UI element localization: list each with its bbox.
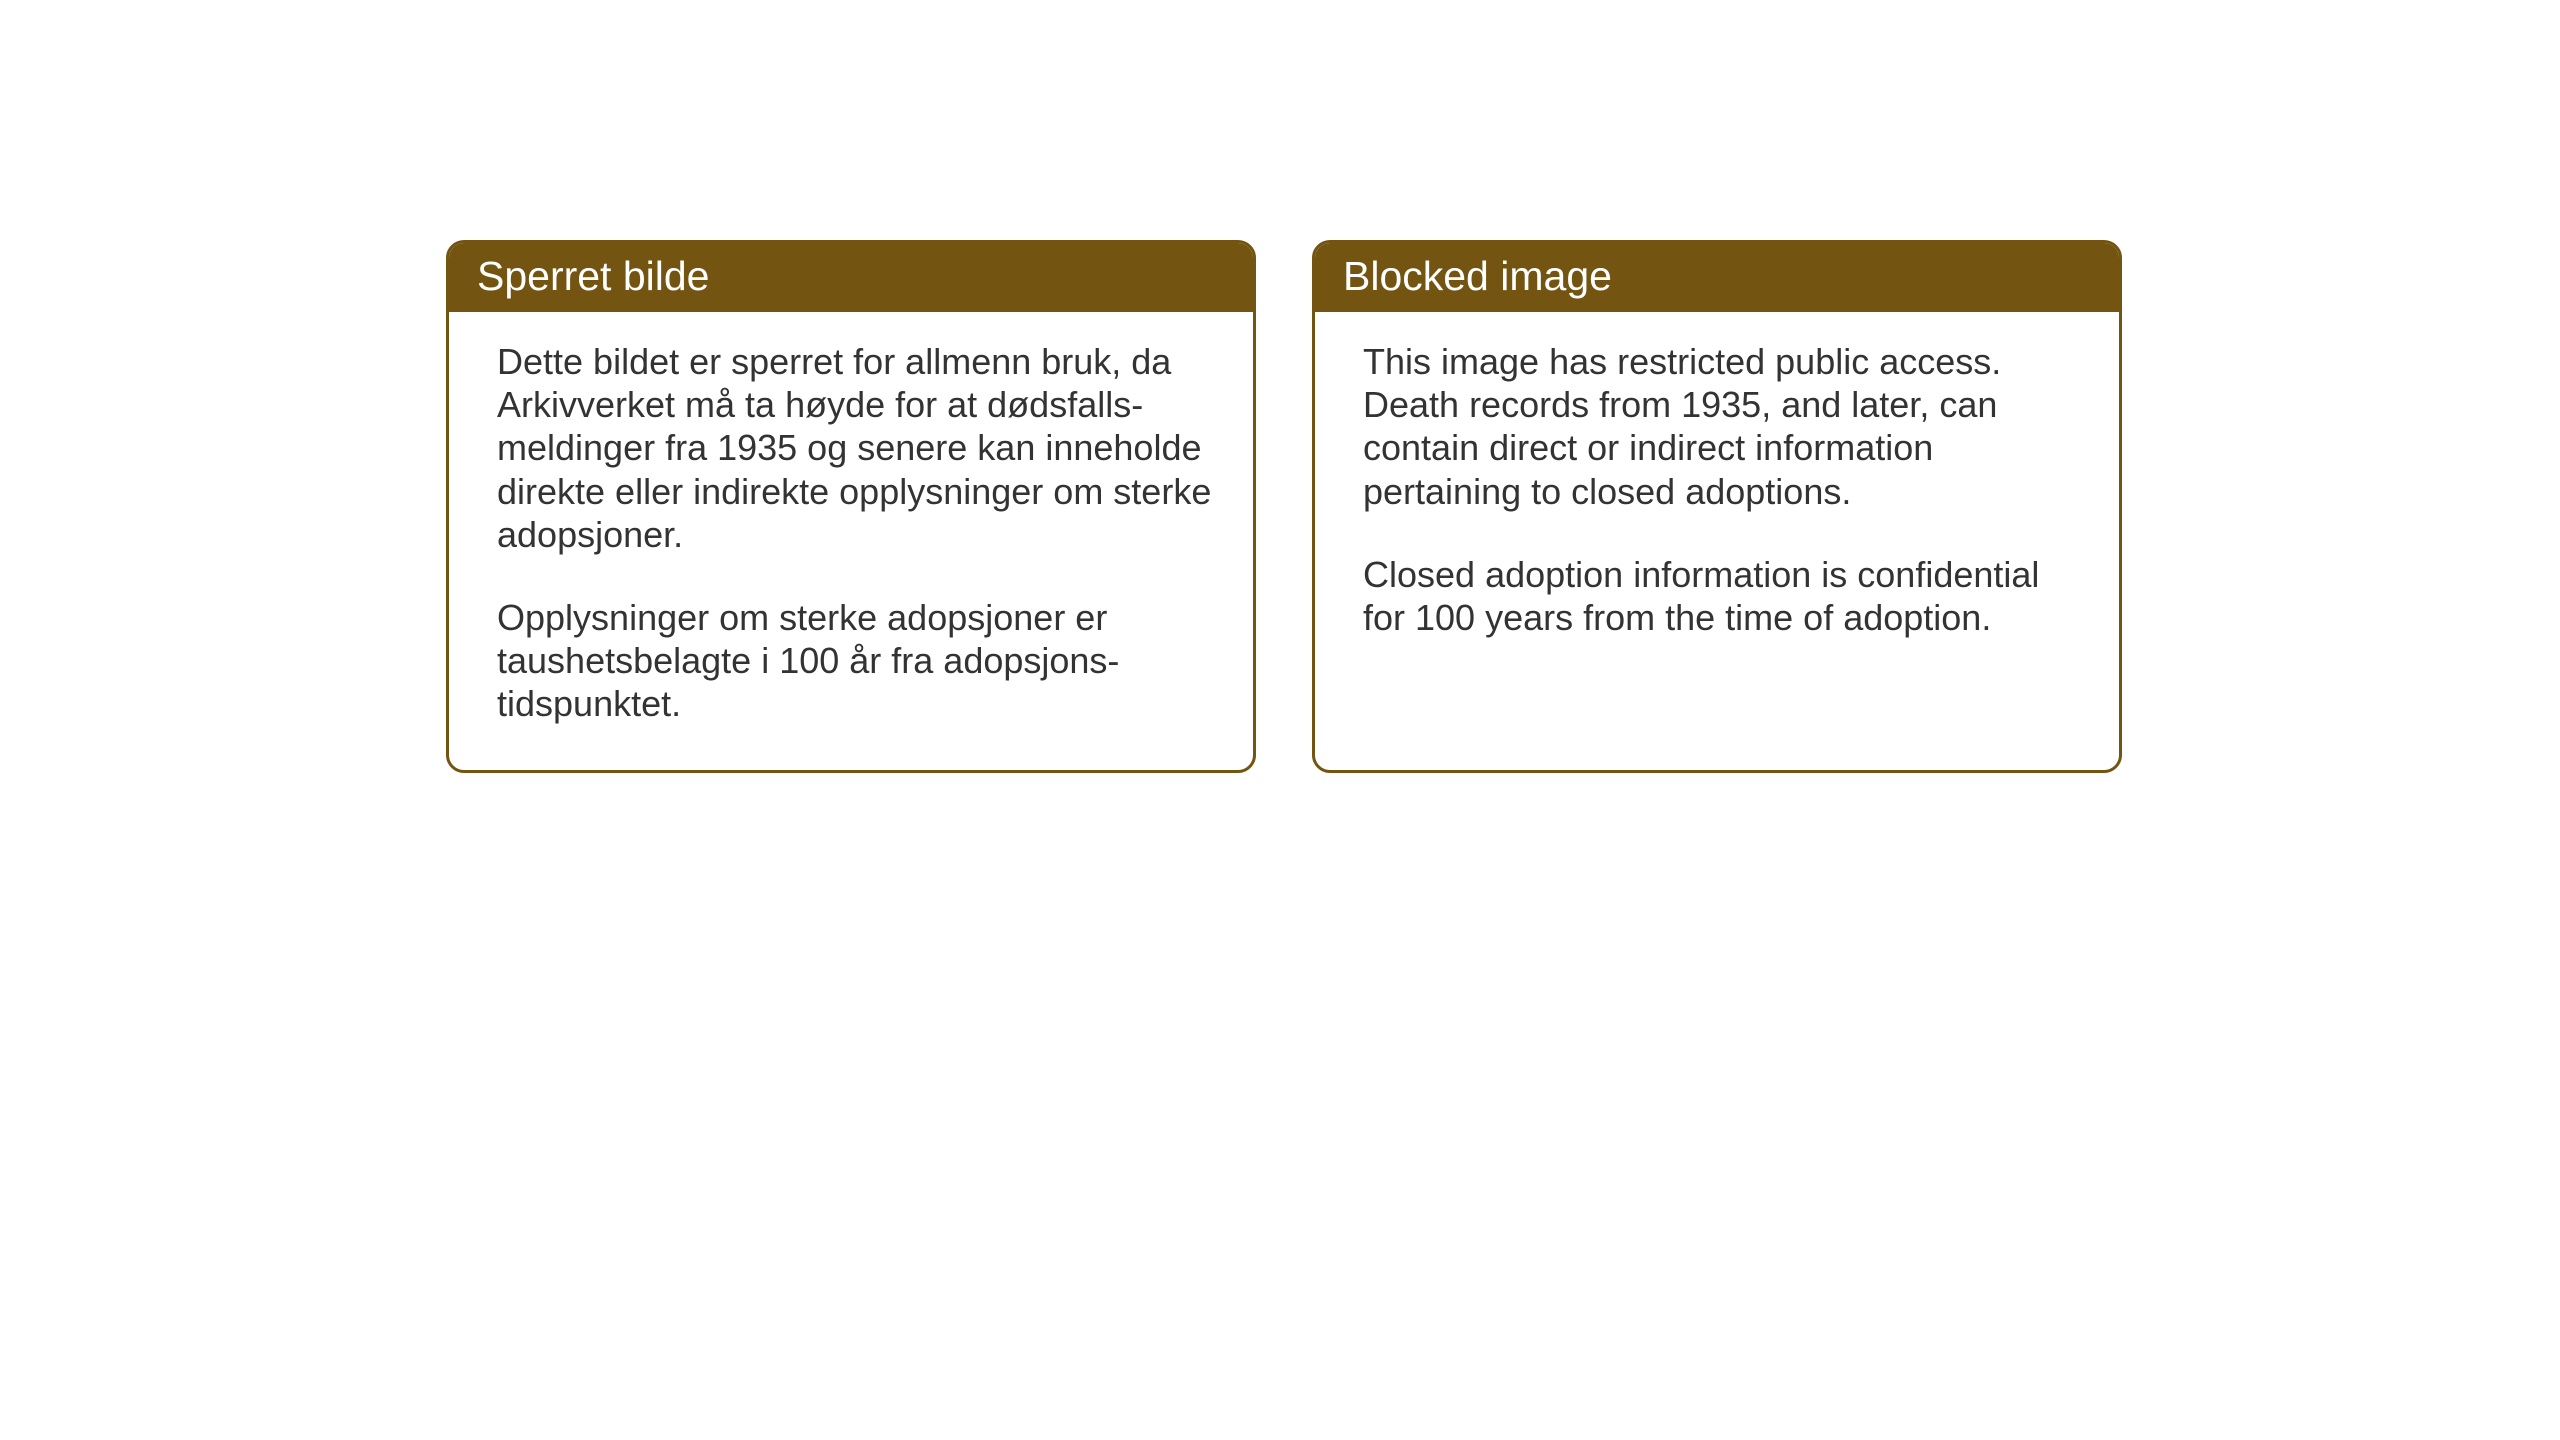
english-paragraph-2: Closed adoption information is confident… bbox=[1363, 553, 2079, 639]
english-paragraph-1: This image has restricted public access.… bbox=[1363, 340, 2079, 513]
norwegian-card: Sperret bilde Dette bildet er sperret fo… bbox=[446, 240, 1256, 773]
english-card-title: Blocked image bbox=[1315, 243, 2119, 312]
english-card-body: This image has restricted public access.… bbox=[1315, 312, 2119, 683]
english-card: Blocked image This image has restricted … bbox=[1312, 240, 2122, 773]
norwegian-card-title: Sperret bilde bbox=[449, 243, 1253, 312]
norwegian-card-body: Dette bildet er sperret for allmenn bruk… bbox=[449, 312, 1253, 770]
norwegian-paragraph-2: Opplysninger om sterke adopsjoner er tau… bbox=[497, 596, 1213, 726]
cards-container: Sperret bilde Dette bildet er sperret fo… bbox=[446, 240, 2122, 773]
norwegian-paragraph-1: Dette bildet er sperret for allmenn bruk… bbox=[497, 340, 1213, 556]
